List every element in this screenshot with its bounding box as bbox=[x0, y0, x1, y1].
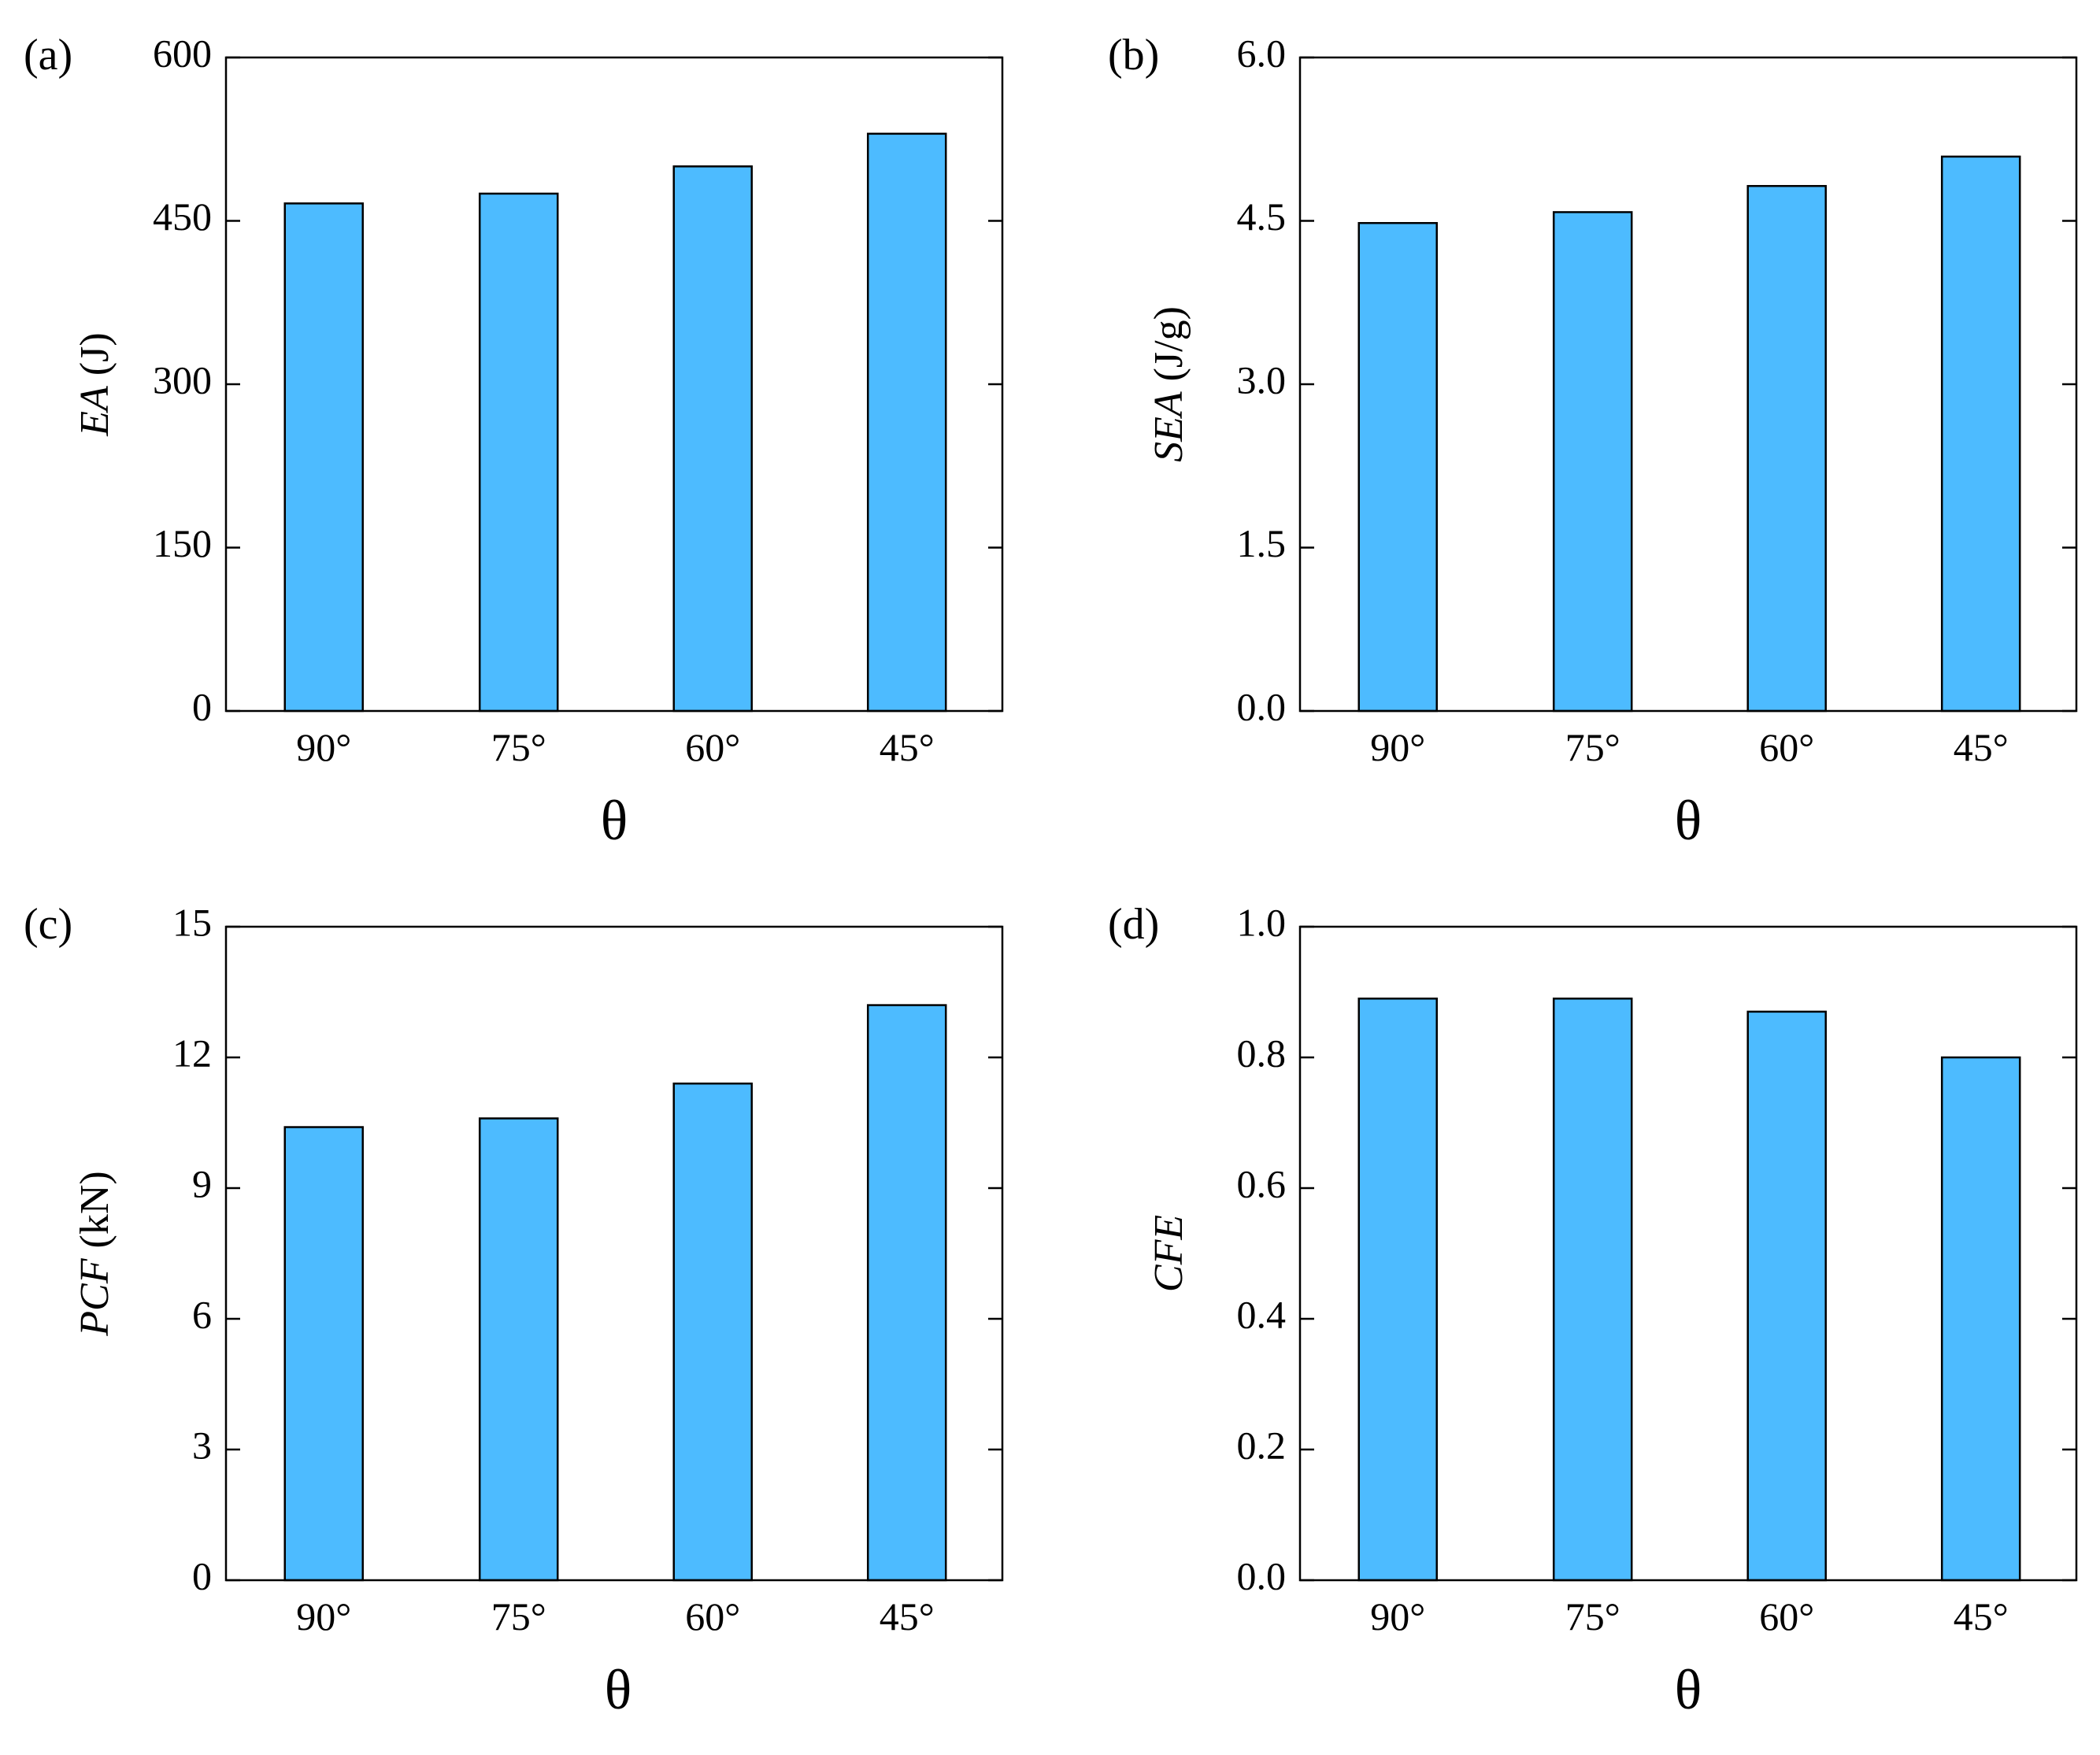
y-tick-label: 0.8 bbox=[1237, 1031, 1287, 1075]
bar bbox=[1552, 211, 1633, 713]
y-axis-label-part: (J/g) bbox=[1146, 306, 1191, 391]
panel-label: (a) bbox=[24, 31, 72, 80]
bar bbox=[866, 132, 947, 713]
y-tick-label: 6 bbox=[192, 1292, 212, 1336]
y-tick-label: 0 bbox=[192, 684, 212, 728]
y-tick-label: 600 bbox=[153, 31, 212, 75]
panel-label: (d) bbox=[1108, 900, 1159, 949]
chart-panel: 0.0 0.2 0.4 0.6 0.8 1.0 90° 75° 60° 45° θ CFE (d) bbox=[1108, 900, 2078, 1721]
y-tick-label: 12 bbox=[172, 1031, 212, 1075]
bar bbox=[1746, 1010, 1827, 1582]
x-tick-label: 90° bbox=[296, 725, 351, 769]
y-axis-label: SEA (J/g) bbox=[1146, 306, 1191, 462]
bar bbox=[1357, 998, 1438, 1582]
x-tick-label: 60° bbox=[685, 725, 740, 769]
y-axis-label: PCF (kN) bbox=[72, 1171, 117, 1336]
y-axis-label-part: SEA bbox=[1146, 391, 1191, 462]
x-axis-label: θ bbox=[1675, 1658, 1702, 1721]
bar bbox=[1357, 222, 1438, 713]
bar bbox=[1552, 998, 1633, 1582]
y-tick-label: 0.2 bbox=[1237, 1423, 1287, 1467]
x-tick-label: 45° bbox=[880, 1594, 935, 1638]
bar bbox=[1746, 184, 1827, 713]
x-tick-label: 90° bbox=[1370, 725, 1425, 769]
bar bbox=[672, 1082, 753, 1582]
y-tick-label: 15 bbox=[172, 900, 212, 944]
x-axis-label: θ bbox=[605, 1658, 632, 1721]
y-tick-label: 0.4 bbox=[1237, 1292, 1287, 1336]
x-tick-label: 60° bbox=[1759, 725, 1814, 769]
y-tick-label: 3 bbox=[192, 1423, 212, 1467]
bar bbox=[672, 165, 753, 713]
y-tick-label: 0.6 bbox=[1237, 1161, 1287, 1205]
bar bbox=[478, 192, 559, 713]
y-axis-label-part: (kN) bbox=[72, 1171, 117, 1258]
x-tick-label: 60° bbox=[685, 1594, 740, 1638]
y-axis-label-part: CFE bbox=[1146, 1215, 1191, 1292]
y-tick-label: 0.0 bbox=[1237, 684, 1287, 728]
y-tick-label: 0 bbox=[192, 1553, 212, 1598]
y-tick-label: 300 bbox=[153, 357, 212, 402]
y-axis-label: CFE bbox=[1146, 1215, 1191, 1292]
y-tick-label: 4.5 bbox=[1237, 194, 1287, 239]
x-tick-label: 45° bbox=[880, 725, 935, 769]
y-tick-label: 0.0 bbox=[1237, 1553, 1287, 1598]
x-tick-label: 45° bbox=[1954, 1594, 2009, 1638]
panel-label: (c) bbox=[24, 900, 72, 949]
plot-frame bbox=[1298, 925, 2078, 1582]
y-tick-label: 3.0 bbox=[1237, 357, 1287, 402]
x-axis-label: θ bbox=[1675, 789, 1702, 852]
x-tick-label: 75° bbox=[1565, 725, 1620, 769]
x-tick-label: 75° bbox=[1565, 1594, 1620, 1638]
y-axis-label-part: PCF bbox=[72, 1257, 117, 1336]
plot-frame bbox=[224, 925, 1004, 1582]
bar bbox=[1940, 1056, 2021, 1582]
chart-panel: 0.0 1.5 3.0 4.5 6.0 90° 75° 60° 45° θ SEA (J/g) (b) bbox=[1108, 31, 2078, 852]
x-tick-label: 90° bbox=[1370, 1594, 1425, 1638]
bar bbox=[866, 1004, 947, 1582]
x-tick-label: 45° bbox=[1954, 725, 2009, 769]
y-tick-label: 450 bbox=[153, 194, 212, 239]
y-axis-label: EA (J) bbox=[72, 332, 117, 436]
y-tick-label: 9 bbox=[192, 1161, 212, 1205]
y-tick-label: 150 bbox=[153, 521, 212, 565]
y-tick-label: 1.0 bbox=[1237, 900, 1287, 944]
y-tick-label: 6.0 bbox=[1237, 31, 1287, 75]
x-axis-label: θ bbox=[601, 789, 628, 852]
y-axis-label-part: (J) bbox=[72, 332, 117, 386]
x-tick-label: 75° bbox=[491, 725, 546, 769]
x-tick-label: 90° bbox=[296, 1594, 351, 1638]
x-tick-label: 75° bbox=[491, 1594, 546, 1638]
bar bbox=[283, 202, 364, 713]
chart-panel: 0 150 300 450 600 90° 75° 60° 45° θ EA (J) (a) bbox=[24, 31, 1004, 852]
bar bbox=[478, 1117, 559, 1582]
panel-label: (b) bbox=[1108, 31, 1159, 80]
chart-panel: 0 3 6 9 12 15 90° 75° 60° 45° θ PCF (kN) (c) bbox=[24, 900, 1004, 1721]
y-axis-label-part: EA bbox=[72, 386, 117, 437]
bar bbox=[1940, 155, 2021, 713]
x-tick-label: 60° bbox=[1759, 1594, 1814, 1638]
y-tick-label: 1.5 bbox=[1237, 521, 1287, 565]
bar bbox=[283, 1126, 364, 1582]
